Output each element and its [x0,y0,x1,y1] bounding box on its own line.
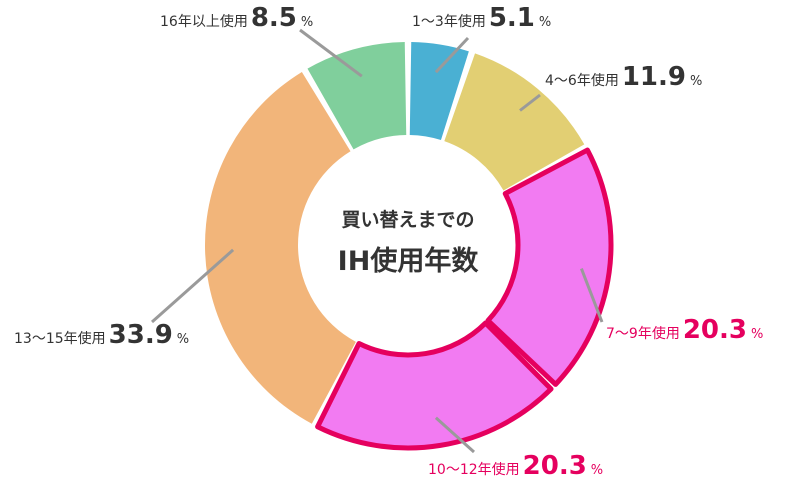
slice-category: 16年以上使用 [160,13,248,30]
slice-label-5: 13～15年使用 33.9% [14,320,189,350]
slice-category: 7～9年使用 [606,325,680,342]
slices-group [204,42,614,451]
slice-5 [204,71,356,424]
slice-label-3: 7～9年使用 20.3% [606,315,763,345]
slice-unit: % [690,74,702,89]
slice-category: 1～3年使用 [412,13,486,30]
leader-line-1 [434,36,470,74]
slice-category: 13～15年使用 [14,330,106,347]
slice-value: 20.3 [683,315,747,345]
slice-2 [444,53,585,191]
slice-unit: % [301,15,313,30]
slice-value: 33.9 [109,320,173,350]
slice-6 [307,42,407,150]
center-title-line1: 買い替えまでの [341,208,474,231]
leader-lines-group [151,28,604,454]
slice-1 [409,42,469,141]
center-title-line2: IH使用年数 [338,245,480,277]
slice-unit: % [591,463,603,478]
labels-group: 1～3年使用 5.1 %4～6年使用 11.9 %7～9年使用 20.3 %10～12年使用… [14,3,763,480]
slice-unit: % [177,332,189,347]
slice-category: 4～6年使用 [545,72,619,89]
slice-category: 10～12年使用 [428,461,520,478]
slice-unit: % [751,327,763,342]
slice-value: 20.3 [523,451,587,480]
slice-label-2: 4～6年使用 11.9% [545,62,702,92]
slice-value: 8.5 [251,3,297,33]
leader-line-3 [580,268,604,323]
leader-line-6 [299,28,363,78]
leader-line-2 [519,93,541,112]
slice-unit: % [539,15,551,30]
leader-line-5 [151,248,235,324]
slice-4 [315,320,554,451]
slice-label-6: 16年以上使用 8.5% [160,3,313,33]
slice-label-1: 1～3年使用 5.1% [412,3,551,33]
slice-value: 5.1 [489,3,535,33]
slice-3 [485,147,614,387]
slice-label-4: 10～12年使用 20.3% [428,451,603,480]
leader-line-4 [434,416,476,454]
slice-value: 11.9 [622,62,686,92]
